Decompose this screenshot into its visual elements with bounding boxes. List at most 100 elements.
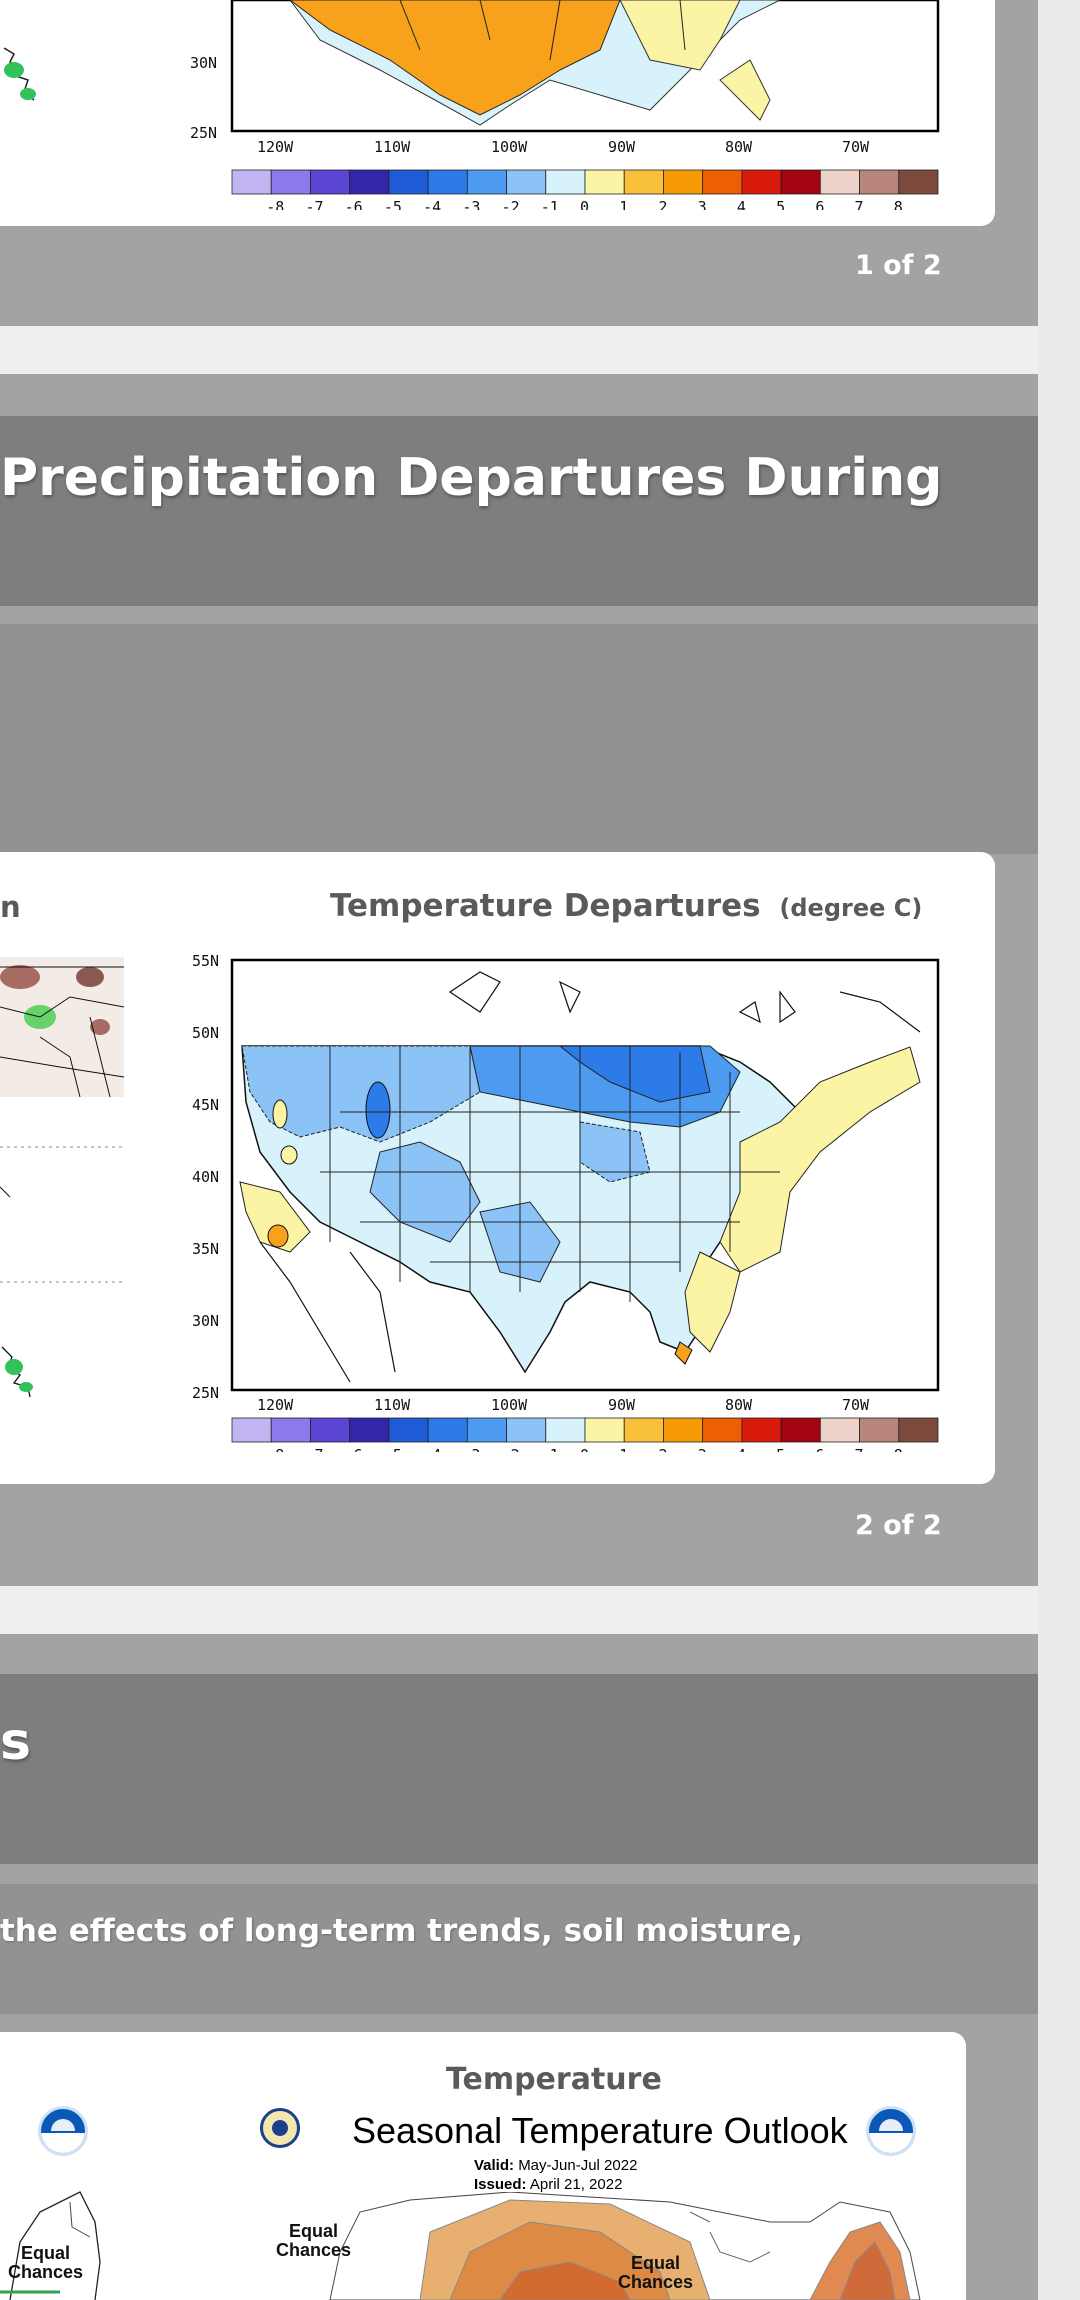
scale-swatch [349,1417,390,1443]
lat-tick-label: 50N [192,1024,219,1042]
scale-swatch [623,1417,664,1443]
scale-swatch [388,1417,429,1443]
scale-tick-label: 4 [737,1446,746,1452]
equal-chances-label-2: Equal Chances [618,2254,693,2292]
scale-tick-label: 8 [894,1446,903,1452]
outlook-description-band [0,1884,1038,2014]
lat-tick-label: 40N [192,1168,219,1186]
scale-swatch [898,1417,939,1443]
lon-tick-label: 100W [491,1396,528,1414]
issued-value: April 21, 2022 [529,2176,623,2193]
valid-value: May-Jun-Jul 2022 [518,2157,638,2174]
scale-swatch [310,169,351,195]
scale-swatch [741,1417,782,1443]
scale-swatch [506,169,547,195]
scale-tick-label: -5 [384,198,402,210]
lon-tick-label: 110W [374,138,411,156]
scale-tick-label: -7 [305,198,323,210]
left-map-title-fragment: n [0,890,21,924]
scale-tick-label: -2 [502,1446,520,1452]
slide1-temperature-map: 30N 25N 120W 110W 100W 90W 80W 70W -8 -7 -6 -5 -4… [190,0,940,210]
scale-swatch [506,1417,547,1443]
scale-tick-label: 3 [698,198,707,210]
scale-swatch [859,1417,900,1443]
scale-swatch [270,1417,311,1443]
scale-tick-label: 2 [658,1446,667,1452]
scale-tick-label: -4 [423,198,441,210]
scale-tick-label: 6 [815,198,824,210]
scale-tick-label: -3 [462,1446,480,1452]
lon-tick-label: 110W [374,1396,411,1414]
scale-tick-label: -2 [502,198,520,210]
scale-swatch [388,169,429,195]
page-scrollbar-track[interactable] [1038,0,1080,2300]
scale-tick-label: -6 [345,198,363,210]
scale-tick-label: 0 [580,1446,589,1452]
scale-tick-label: -6 [345,1446,363,1452]
outlook-title-bar [0,1674,1038,1864]
lon-tick-label: 120W [257,138,294,156]
scale-swatch [270,169,311,195]
equal-chances-left-line2: Chances [8,2262,84,2282]
scale-tick-label: -8 [266,1446,284,1452]
scale-swatch [310,1417,351,1443]
scale-tick-label: 1 [619,1446,628,1452]
valid-key: Valid: [474,2157,515,2174]
issued-key: Issued: [474,2176,527,2193]
scale-tick-label: 7 [855,198,864,210]
scale-swatch [427,1417,468,1443]
scale-tick-label: 3 [698,1446,707,1452]
lon-tick-label: 100W [491,138,528,156]
scale-tick-label: -3 [462,198,480,210]
equal-chances-1-line1: Equal [289,2221,339,2241]
section-heading-precipitation: Precipitation Departures During [0,448,943,508]
lat-tick-label: 35N [192,1240,219,1258]
lat-tick-label: 45N [192,1096,219,1114]
seasonal-outlook-title: Seasonal Temperature Outlook [352,2110,848,2151]
outlook-left-map-fragment [0,2191,101,2300]
scale-tick-label: 2 [658,198,667,210]
scale-swatch [702,169,743,195]
scale-swatch [780,1417,821,1443]
lon-tick-label: 90W [608,1396,636,1414]
equal-chances-1-line2: Chances [276,2240,352,2260]
outlook-heading: s [0,1712,31,1772]
section-title-bar [0,416,1038,606]
scale-tick-label: 5 [776,1446,785,1452]
scale-swatch [545,169,586,195]
scale-swatch [231,169,272,195]
equal-chances-label-1: Equal Chances [276,2222,351,2260]
section-description-band [0,624,1038,854]
section-divider [0,326,1038,374]
lon-tick-label: 90W [608,138,636,156]
lon-tick-label: 80W [725,1396,753,1414]
scale-swatch [349,169,390,195]
scale-swatch [466,1417,507,1443]
lon-tick-label: 70W [842,1396,870,1414]
scale-tick-label: 1 [619,198,628,210]
scale-tick-label: 6 [815,1446,824,1452]
section-divider-2 [0,1586,1038,1634]
temperature-departures-label: Temperature Departures [330,888,761,924]
scale-swatch [466,169,507,195]
svg-text:30N: 30N [190,54,217,72]
lon-tick-label: 80W [725,138,753,156]
scale-swatch [545,1417,586,1443]
scale-tick-label: -8 [266,198,284,210]
scale-swatch [859,169,900,195]
noaa-logo-left [38,2106,88,2156]
scale-swatch [663,1417,704,1443]
seasonal-outlook-map [329,2192,921,2300]
scale-swatch [231,1417,272,1443]
scale-tick-label: 7 [855,1446,864,1452]
scale-swatch [780,169,821,195]
lat-tick-label: 30N [192,1312,219,1330]
outlook-card: Temperature Seasonal Temperature Outlook… [0,2032,966,2300]
noaa-logo-right [866,2106,916,2156]
lat-tick-label: 25N [192,1384,219,1402]
temperature-departures-map: 55N 50N 45N 40N 35N 30N 25N 120W 110W 100W 90W 80W… [192,952,940,1452]
valid-line: Valid: May-Jun-Jul 2022 [474,2157,637,2174]
slide1-left-map-fragment [3,47,36,101]
scale-swatch [623,169,664,195]
scale-swatch [819,1417,860,1443]
